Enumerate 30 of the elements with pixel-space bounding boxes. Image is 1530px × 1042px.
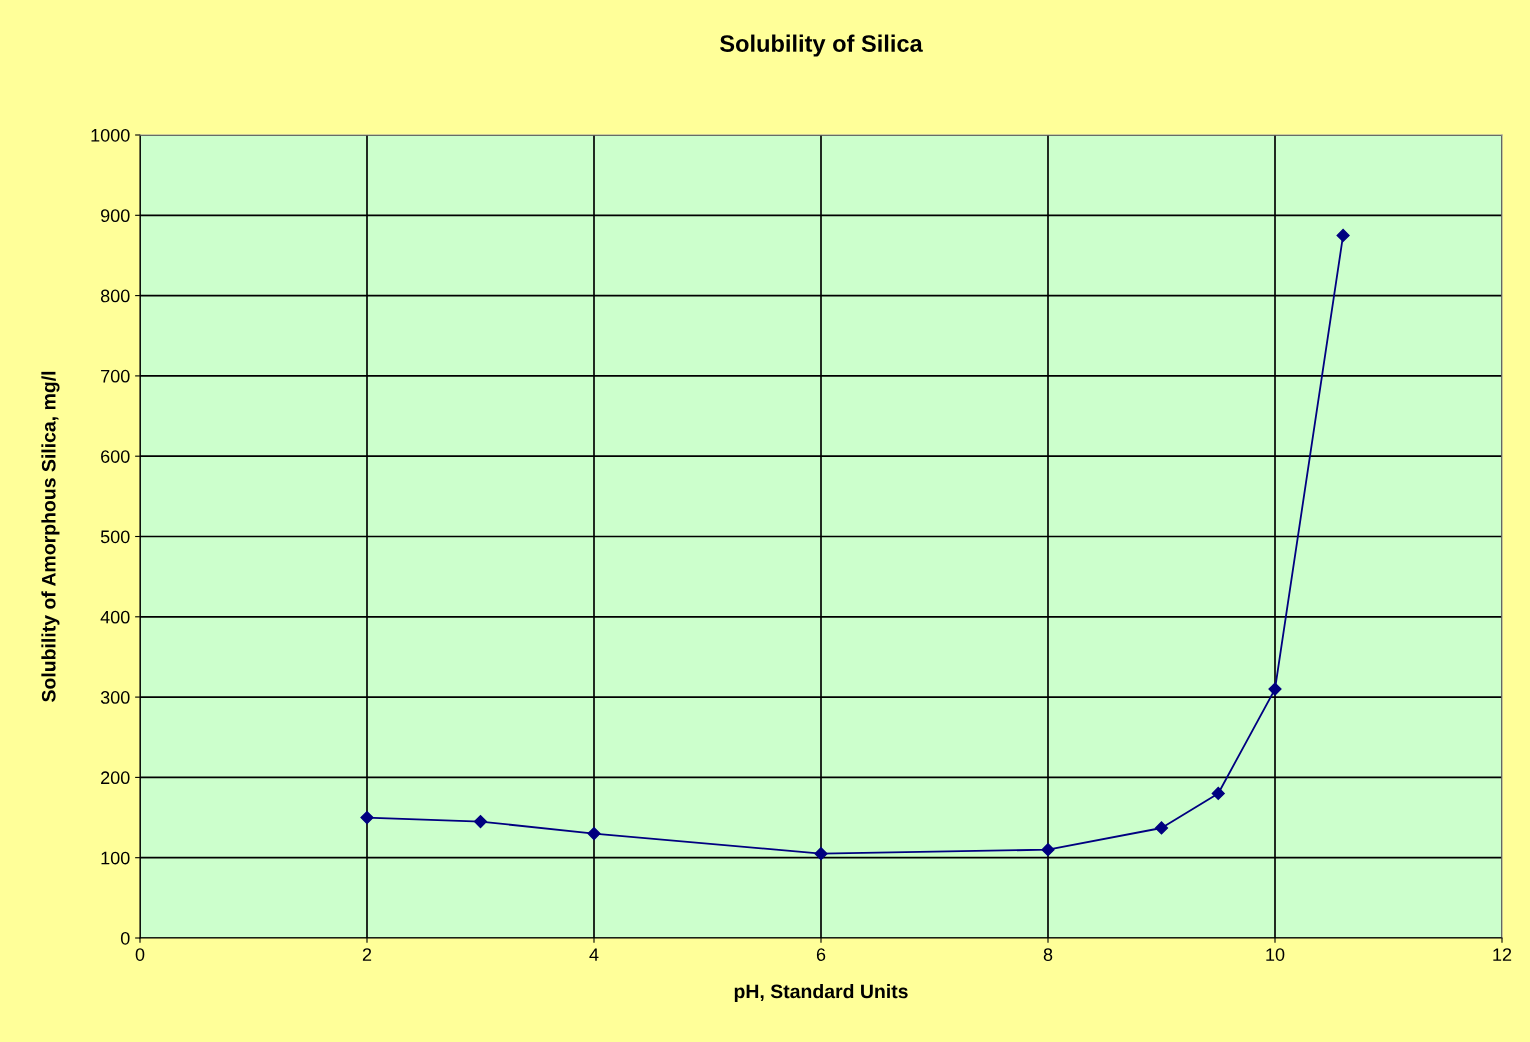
point bbox=[814, 847, 828, 861]
point bbox=[360, 810, 374, 825]
y-axis-title: Solubility of Amorphous Silica, mg/l bbox=[41, 371, 60, 702]
x-tick-label: 10 bbox=[1266, 948, 1285, 961]
point bbox=[1211, 786, 1225, 801]
y-tick-label: 100 bbox=[101, 851, 130, 865]
x-tick-label: 8 bbox=[1043, 948, 1053, 961]
x-tick-label: 12 bbox=[1493, 948, 1512, 961]
y-tick-label: 0 bbox=[120, 931, 130, 945]
chart-title: Solubility of Silica bbox=[720, 34, 923, 57]
x-axis-title: pH, Standard Units bbox=[734, 984, 908, 1003]
y-tick-label: 300 bbox=[100, 691, 130, 704]
y-tick-label: 200 bbox=[101, 771, 130, 785]
x-tick-label: 6 bbox=[816, 948, 826, 961]
point bbox=[1041, 843, 1055, 857]
y-tick-label: 600 bbox=[101, 450, 130, 463]
y-tick-label: 900 bbox=[101, 209, 130, 223]
point bbox=[1336, 228, 1350, 242]
y-tick-label: 400 bbox=[100, 610, 130, 624]
point bbox=[1268, 682, 1282, 696]
x-tick-label: 2 bbox=[362, 948, 372, 961]
y-tick-label: 800 bbox=[100, 289, 130, 303]
y-tick-label: 500 bbox=[100, 530, 130, 544]
y-tick-label: 700 bbox=[101, 369, 130, 383]
point bbox=[1154, 821, 1169, 835]
y-tick-label: 1000 bbox=[91, 128, 130, 142]
point bbox=[473, 814, 488, 829]
point bbox=[587, 827, 601, 841]
x-tick-label: 4 bbox=[589, 948, 599, 961]
x-tick-label: 0 bbox=[135, 948, 145, 961]
